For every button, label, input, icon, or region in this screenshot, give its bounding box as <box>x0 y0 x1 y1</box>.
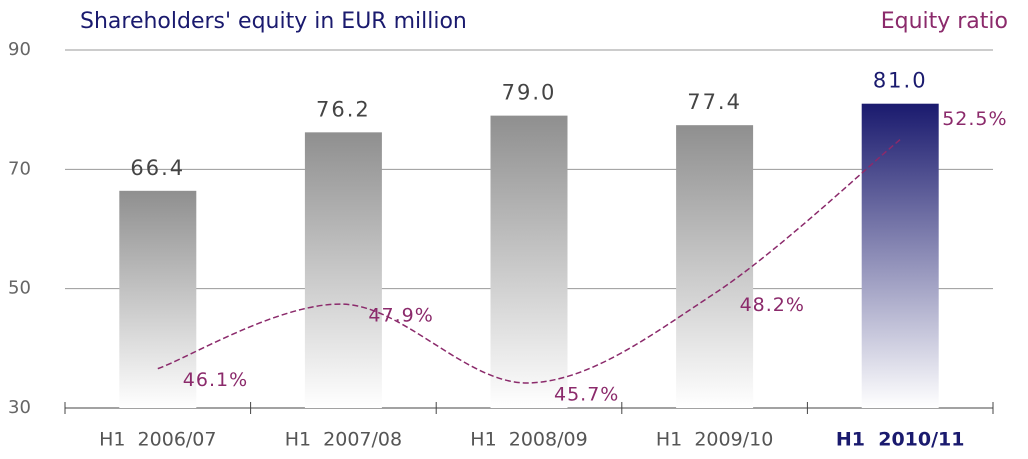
x-tick-label: H1 2007/08 <box>285 429 402 451</box>
bar <box>490 115 568 408</box>
bar-value-label: 66.4 <box>130 156 185 180</box>
ratio-line <box>157 138 901 384</box>
bar <box>304 132 382 408</box>
chart-title: Shareholders' equity in EUR million <box>80 9 467 34</box>
x-tick-label: H1 2006/07 <box>99 429 216 451</box>
bar <box>861 103 939 408</box>
ratio-value-label: 47.9% <box>368 305 433 327</box>
y-tick-label: 30 <box>8 397 31 418</box>
y-tick-label: 50 <box>8 278 31 299</box>
bar-value-label: 77.4 <box>687 90 742 114</box>
y-tick-label: 90 <box>8 39 31 60</box>
ratio-value-label: 48.2% <box>740 294 805 316</box>
ratio-value-label: 52.5% <box>942 108 1007 130</box>
bar <box>676 125 754 409</box>
x-tick-label: H1 2010/11 <box>836 429 965 451</box>
x-tick-label: H1 2009/10 <box>656 429 773 451</box>
ratio-value-label: 46.1% <box>183 369 248 391</box>
ratio-value-label: 45.7% <box>554 383 619 405</box>
bar-value-label: 79.0 <box>502 81 557 105</box>
y-tick-label: 70 <box>8 158 31 179</box>
bar-value-label: 76.2 <box>316 97 371 121</box>
x-tick-label: H1 2008/09 <box>470 429 587 451</box>
bar <box>119 190 197 408</box>
legend-line: Equity ratio <box>881 9 1008 34</box>
bar-value-label: 81.0 <box>873 69 928 93</box>
